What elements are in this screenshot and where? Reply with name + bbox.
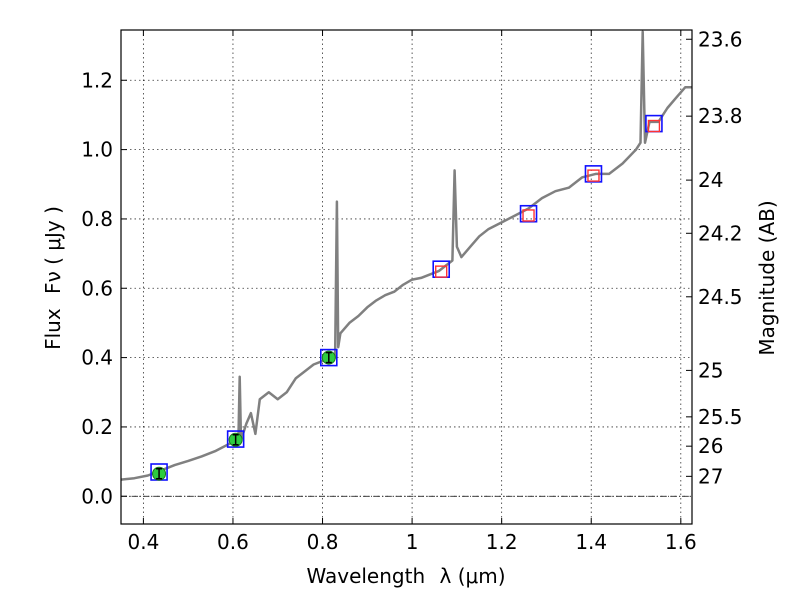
right-tick-label: 24.5 (698, 285, 743, 309)
y-tick-label: 0.8 (81, 207, 113, 231)
x-axis-label-symbol: λ (μm) (440, 564, 506, 588)
y-tick-label: 1.2 (81, 68, 113, 92)
x-axis-label-text: Wavelength (306, 564, 425, 588)
y-axis-label-symbol: Fν ( μJy ) (41, 206, 65, 294)
y-tick-label: 0.0 (81, 484, 113, 508)
right-tick-label: 23.8 (698, 104, 743, 128)
right-tick-label: 25 (698, 358, 723, 382)
y-tick-label: 0.6 (81, 276, 113, 300)
right-tick-label: 24.2 (698, 221, 743, 245)
model-box-marker (519, 204, 538, 223)
x-tick-label: 0.8 (307, 530, 339, 554)
right-tick-label: 23.6 (698, 27, 743, 51)
x-tick-label: 1.2 (486, 530, 518, 554)
x-tick-label: 0.4 (127, 530, 159, 554)
tick-layer: 0.4 0.6 0.8 1 1.2 1.4 1.6 0.0 0.2 0.4 0.6 0.8 1.0 1.2… (81, 27, 742, 554)
upper-limit-marker (647, 119, 661, 133)
right-tick-label: 26 (698, 434, 723, 458)
y-axis-label-right: Magnitude (AB) (755, 200, 779, 355)
upper-limit-marker (435, 265, 448, 278)
y-tick-label: 1.0 (81, 138, 113, 162)
y-axis-label: Flux Fν ( μJy ) (41, 206, 65, 350)
y-tick-label: 0.2 (81, 415, 113, 439)
model-box-marker (584, 165, 603, 183)
y-tick-label: 0.4 (81, 346, 113, 370)
upper-limit-marker (587, 169, 600, 182)
upper-limit-marker (522, 209, 535, 222)
x-tick-label: 1 (406, 530, 419, 554)
right-tick-label: 24 (698, 168, 723, 192)
x-tick-label: 1.6 (665, 530, 697, 554)
x-tick-label: 0.6 (217, 530, 249, 554)
x-axis-label: Wavelength λ (μm) (306, 564, 505, 588)
right-tick-label: 27 (698, 464, 723, 488)
right-tick-label: 25.5 (698, 405, 743, 429)
grid-layer (121, 30, 692, 524)
y-axis-label-text: Flux (41, 308, 65, 350)
model-box-marker (226, 430, 245, 448)
plot-frame (120, 29, 693, 525)
model-box-marker (319, 348, 338, 367)
spectrum-line (120, 30, 692, 481)
marker-layer (150, 114, 663, 481)
x-tick-label: 1.4 (575, 530, 607, 554)
series-layer (120, 30, 692, 481)
